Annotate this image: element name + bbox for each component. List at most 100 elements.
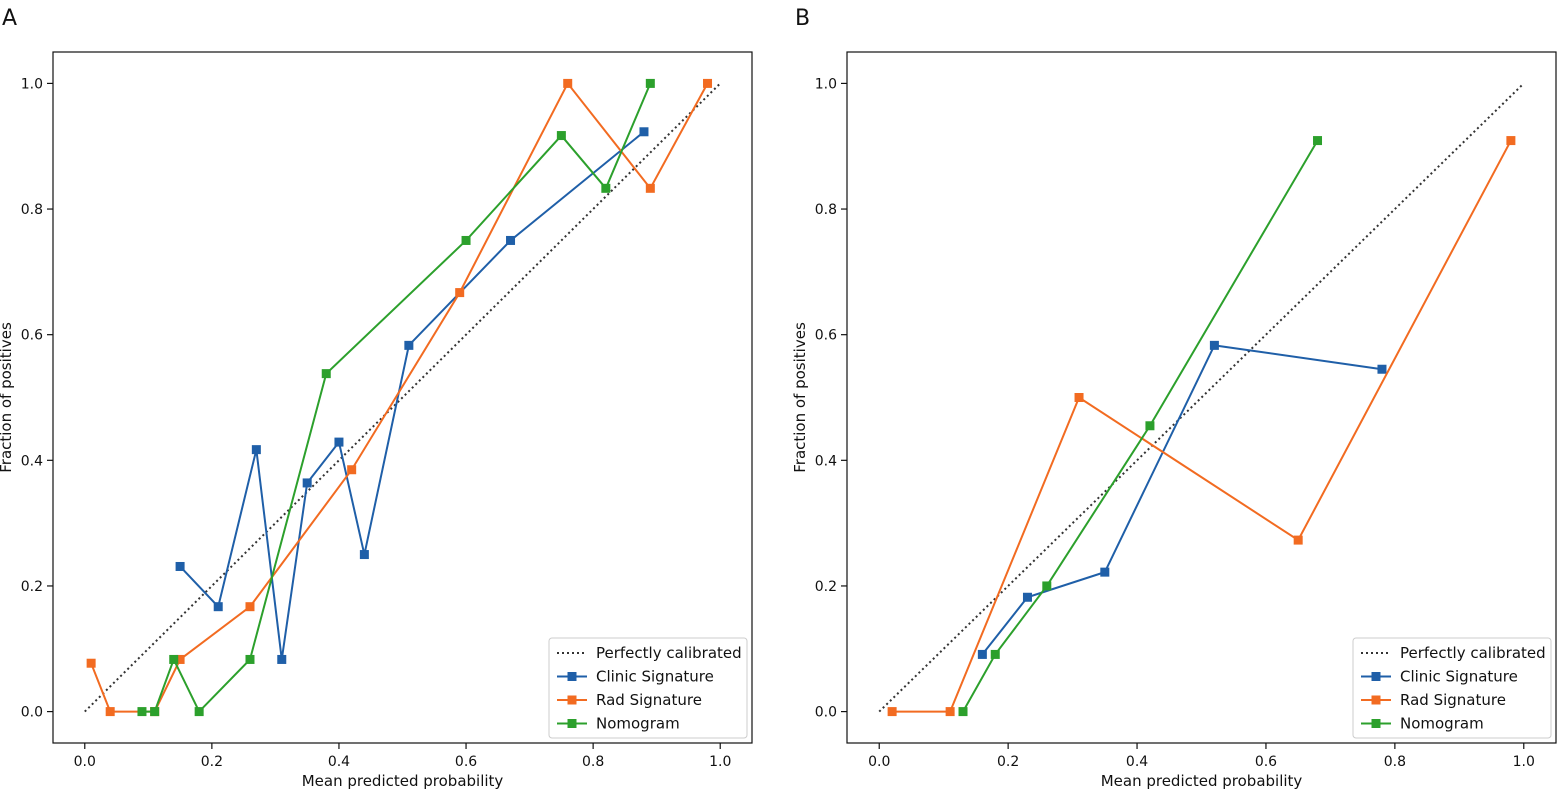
x-tick-label: 0.4	[1126, 754, 1148, 770]
clinic-signature-point	[1100, 567, 1110, 577]
legend-label: Rad Signature	[596, 691, 702, 709]
y-axis-label: Fraction of positives	[791, 322, 809, 473]
clinic-signature-point	[404, 340, 414, 350]
rad-signature-point	[887, 707, 897, 717]
legend-label: Clinic Signature	[1400, 668, 1518, 686]
rad-signature-point	[945, 707, 955, 717]
nomogram-point	[194, 707, 204, 717]
y-tick-label: 1.0	[21, 76, 43, 92]
y-axis-label: Fraction of positives	[0, 322, 15, 473]
x-tick-label: 0.2	[997, 754, 1019, 770]
axes-frame	[52, 51, 753, 744]
rad-signature-point	[563, 78, 573, 88]
legend-swatch-marker	[1371, 719, 1381, 728]
nomogram-point	[137, 707, 147, 717]
legend-label: Clinic Signature	[596, 668, 714, 686]
clinic-signature-point	[251, 445, 261, 455]
nomogram-point	[1145, 421, 1155, 431]
legend-swatch-marker	[567, 672, 577, 681]
legend-box	[1352, 637, 1552, 739]
clinic-signature-point	[302, 478, 312, 488]
rad-signature-line	[892, 140, 1512, 713]
nomogram-point	[1313, 136, 1323, 146]
nomogram-point	[990, 649, 1000, 659]
y-tick-label: 0.2	[815, 579, 837, 595]
legend: Perfectly calibrated Clinic Signature Rad …	[1352, 637, 1552, 739]
legend-swatch-marker	[1371, 695, 1381, 705]
x-tick-label: 1.0	[1513, 754, 1535, 770]
y-tick-label: 0.6	[21, 328, 43, 344]
x-tick-label: 0.2	[201, 754, 223, 770]
rad-signature-point	[1074, 393, 1084, 402]
clinic-signature-point	[1022, 592, 1032, 602]
clinic-signature-point	[277, 654, 287, 664]
clinic-signature-point	[213, 602, 223, 612]
y-tick-label: 0.8	[815, 202, 837, 218]
y-tick-label: 0.4	[815, 453, 837, 469]
clinic-signature-point	[334, 437, 344, 447]
rad-signature-point	[175, 654, 185, 664]
y-tick-label: 0.6	[815, 328, 837, 344]
nomogram-point	[245, 654, 255, 664]
y-tick-label: 0.4	[21, 453, 43, 469]
nomogram-point	[1042, 581, 1052, 591]
nomogram-point	[645, 78, 655, 88]
legend: Perfectly calibrated Clinic Signature Rad …	[548, 637, 748, 739]
x-tick-label: 0.6	[455, 754, 477, 770]
nomogram-point	[150, 707, 160, 717]
rad-signature-point	[455, 288, 465, 298]
nomogram-line	[141, 83, 652, 714]
rad-signature-point	[645, 183, 655, 193]
legend-label: Nomogram	[1400, 715, 1484, 733]
rad-signature-point	[1293, 535, 1303, 545]
x-axis-label: Mean predicted probability	[302, 772, 504, 790]
nomogram-point	[556, 131, 566, 141]
x-tick-label: 0.8	[1384, 754, 1406, 770]
y-tick-label: 0.0	[21, 705, 43, 721]
legend-swatch-marker	[1371, 672, 1381, 681]
rad-signature-line	[90, 81, 709, 713]
clinic-signature-point	[1209, 340, 1219, 350]
x-tick-label: 0.6	[1255, 754, 1277, 770]
perfectly-calibrated-line	[84, 82, 721, 713]
nomogram-point	[169, 654, 179, 664]
clinic-signature-point	[1377, 364, 1387, 374]
legend-label: Perfectly calibrated	[1400, 644, 1546, 662]
rad-signature-point	[703, 78, 713, 88]
y-tick-label: 0.2	[21, 579, 43, 595]
clinic-signature-point	[977, 649, 987, 659]
perfectly-calibrated-line	[878, 82, 1525, 713]
clinic-signature-line	[981, 344, 1383, 656]
nomogram-point	[321, 369, 331, 379]
clinic-signature-point	[639, 127, 649, 137]
legend-swatch-marker	[567, 695, 577, 705]
legend-label: Rad Signature	[1400, 691, 1506, 709]
clinic-signature-line	[179, 131, 645, 660]
axes-frame	[846, 51, 1557, 744]
x-tick-label: 1.0	[709, 754, 731, 770]
nomogram-point	[461, 235, 471, 245]
calibration-panel-a: A 0.0 0.2 0.4 0.6 0.8 1.0 0.0 0.2 0.4 0.6 0.8 1.0 Mea…	[0, 6, 753, 790]
clinic-signature-point	[506, 235, 516, 245]
rad-signature-point	[1506, 136, 1516, 146]
nomogram-point	[958, 707, 968, 717]
legend-swatch-marker	[567, 719, 577, 728]
rad-signature-point	[347, 465, 357, 475]
nomogram-point	[601, 183, 611, 193]
rad-signature-point	[105, 707, 115, 717]
legend-label: Nomogram	[596, 715, 680, 733]
calibration-panel-b: B 0.0 0.2 0.4 0.6 0.8 1.0 0.0 0.2 0.4 0.6 0.8 1.0 Mea…	[791, 6, 1557, 790]
x-tick-label: 0.0	[74, 754, 96, 770]
nomogram-line	[962, 140, 1319, 713]
legend-box	[548, 637, 748, 739]
clinic-signature-point	[359, 550, 369, 560]
clinic-signature-point	[175, 561, 185, 571]
x-tick-label: 0.4	[328, 754, 350, 770]
x-tick-label: 0.8	[582, 754, 604, 770]
legend-label: Perfectly calibrated	[596, 644, 742, 662]
rad-signature-point	[245, 602, 255, 612]
panel-letter: A	[2, 6, 17, 31]
panel-letter: B	[795, 6, 810, 31]
rad-signature-point	[86, 658, 96, 668]
